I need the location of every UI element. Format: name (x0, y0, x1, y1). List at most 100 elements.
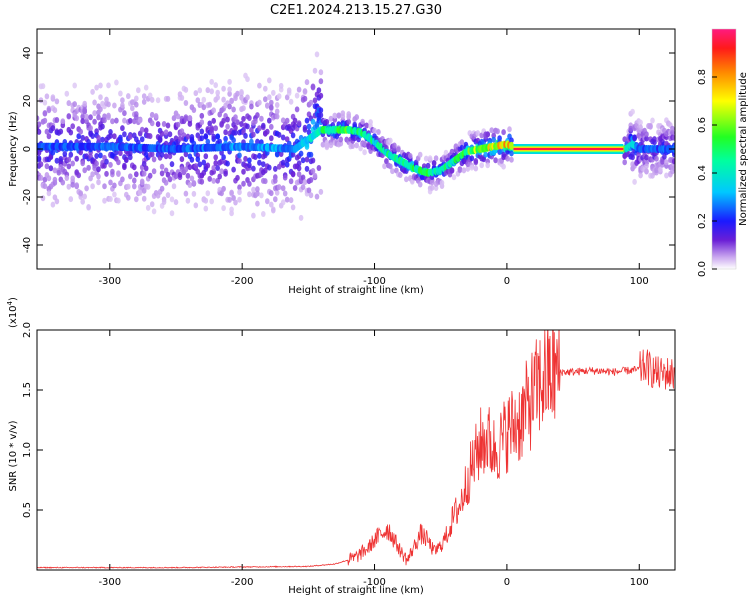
heatmap-cell (90, 88, 95, 95)
heatmap-cell (306, 123, 312, 130)
heatmap-cell (318, 188, 324, 195)
heatmap-cell (114, 117, 119, 124)
heatmap-cell (68, 196, 74, 203)
heatmap-cell (249, 138, 254, 145)
heatmap-cell (215, 89, 220, 96)
snr-frame (36, 329, 676, 571)
heatmap-cell (145, 204, 151, 211)
heatmap-cell (106, 101, 111, 108)
y-tick-label: -40 (22, 237, 33, 253)
heatmap-cell (193, 163, 199, 170)
heatmap-cell (273, 196, 278, 203)
heatmap-cell (501, 129, 506, 136)
heatmap-cell (92, 165, 97, 172)
heatmap-cell (294, 106, 300, 113)
heatmap-cell (209, 88, 214, 95)
heatmap-cell (376, 129, 381, 135)
heatmap-cell (209, 198, 214, 205)
heatmap-cell (72, 101, 77, 108)
heatmap-cell (489, 127, 495, 134)
heatmap-cell (112, 191, 117, 198)
heatmap-cell (114, 149, 119, 156)
heatmap-cell (237, 196, 242, 203)
heatmap-cell (298, 214, 304, 221)
heatmap-cell (259, 192, 264, 199)
heatmap-cell (141, 160, 147, 167)
heatmap-cell (328, 142, 334, 149)
snr-axes: -300 -200 -100 0 100 0.5 1.0 1.5 2.0 (22, 322, 675, 588)
heatmap-cell (165, 122, 171, 129)
heatmap-cell (278, 151, 284, 157)
heatmap-cell (151, 208, 157, 215)
heatmap-cell (118, 90, 123, 97)
heatmap-cell (185, 133, 191, 140)
heatmap-cell (336, 112, 342, 119)
heatmap-cell (143, 84, 149, 91)
heatmap-cell (126, 93, 131, 100)
heatmap-cell (207, 175, 212, 182)
heatmap-cell (396, 146, 401, 153)
heatmap-cell (171, 115, 177, 122)
heatmap-cell (46, 175, 52, 182)
snr-ylabel: SNR (10 * v/v) (8, 420, 19, 491)
heatmap-cell (177, 135, 183, 142)
heatmap-cell (108, 132, 113, 139)
heatmap-cell (239, 89, 244, 95)
heatmap-cell (233, 124, 238, 131)
heatmap-cell (199, 119, 205, 126)
heatmap-cell (237, 184, 242, 191)
heatmap-cell (263, 96, 268, 103)
heatmap-cell (284, 94, 290, 101)
heatmap-cell (247, 157, 252, 164)
heatmap-cell (308, 192, 314, 199)
heatmap-cell (231, 195, 236, 201)
heatmap-cell (237, 152, 242, 159)
heatmap-cell (205, 87, 211, 94)
heatmap-cell (459, 139, 465, 146)
heatmap-cell (231, 137, 236, 144)
colorbar-tick-label: 0.2 (697, 213, 708, 229)
heatmap-cell (185, 172, 191, 179)
heatmap-cell (197, 87, 203, 94)
x-tick-label: 100 (630, 276, 649, 287)
heatmap-cell (257, 159, 262, 166)
heatmap-cell (459, 144, 465, 151)
heatmap-cell (52, 176, 58, 183)
heatmap-cell (269, 190, 274, 197)
heatmap-cell (644, 154, 649, 161)
heatmap-cell (274, 189, 280, 196)
heatmap-cell (284, 196, 290, 203)
heatmap-cell (308, 99, 314, 106)
heatmap-cell (128, 117, 133, 124)
heatmap-cell (324, 119, 330, 125)
heatmap-cell (211, 177, 216, 184)
heatmap-cell (284, 117, 290, 124)
heatmap-cell (251, 212, 256, 219)
heatmap-cell (139, 136, 145, 143)
spectrogram-ylabel: Frequency (Hz) (8, 111, 19, 187)
heatmap-cell (213, 154, 218, 161)
heatmap-cell (132, 177, 137, 184)
heatmap-cell (72, 82, 77, 89)
heatmap-cell (255, 200, 260, 207)
heatmap-cell (259, 115, 264, 122)
heatmap-cell (461, 167, 467, 174)
heatmap-cell (280, 159, 286, 166)
heatmap-cell (312, 67, 318, 74)
heatmap-cell (352, 135, 358, 142)
heatmap-cell (417, 151, 423, 158)
heatmap-cell (82, 193, 87, 200)
heatmap-cell (110, 168, 115, 175)
heatmap-cell (134, 114, 139, 121)
heatmap-cell (231, 106, 236, 113)
heatmap-cell (76, 172, 81, 179)
heatmap-cell (149, 111, 155, 118)
heatmap-cell (509, 137, 514, 144)
heatmap-cell (276, 184, 282, 191)
heatmap-cell (149, 151, 155, 158)
heatmap-cell (634, 122, 639, 129)
heatmap-cell (42, 176, 48, 183)
heatmap-cell (108, 179, 113, 186)
